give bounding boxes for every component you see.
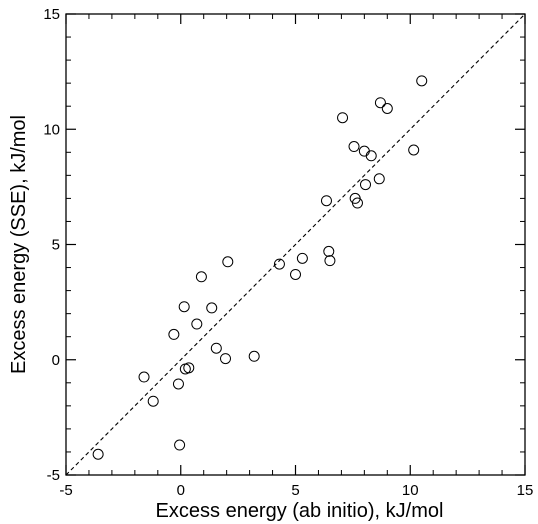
data-point	[138, 371, 150, 383]
x-tick-label: 0	[177, 482, 185, 499]
x-tick-label: 15	[517, 482, 534, 499]
data-point	[210, 342, 222, 354]
data-point	[320, 195, 332, 207]
data-point	[290, 268, 301, 280]
data-point	[172, 378, 184, 390]
data-point	[191, 318, 203, 330]
data-point	[222, 256, 234, 268]
data-point	[416, 75, 428, 87]
data-point	[365, 150, 377, 162]
x-tick-label: -5	[59, 482, 72, 499]
y-tick-label: 15	[43, 6, 60, 23]
reference-diagonal-line	[65, 13, 526, 476]
data-point	[323, 245, 335, 257]
data-point	[273, 258, 285, 270]
x-tick-label: 5	[291, 482, 299, 499]
y-tick-label: 5	[52, 237, 60, 254]
data-point	[195, 271, 207, 283]
plot-frame	[65, 13, 526, 476]
data-point	[324, 255, 336, 267]
data-point	[381, 103, 393, 115]
data-point	[359, 179, 371, 191]
data-point	[168, 328, 180, 340]
x-axis-title: Excess energy (ab initio), kJ/mol	[156, 500, 444, 522]
data-point	[373, 173, 385, 185]
data-points	[92, 75, 428, 460]
data-point	[348, 141, 360, 153]
y-tick-label: -5	[47, 467, 60, 484]
data-point	[337, 112, 349, 124]
x-tick-label: 10	[402, 482, 419, 499]
data-point	[174, 439, 186, 451]
data-point	[351, 197, 363, 209]
data-point	[358, 145, 370, 157]
data-point	[183, 362, 195, 374]
tick-labels: -5 0 5 10 15 -5 0 5 10 15	[43, 6, 533, 499]
y-tick-label: 10	[43, 121, 60, 138]
data-point	[147, 395, 159, 407]
data-point	[220, 353, 232, 365]
data-point	[206, 302, 218, 314]
data-point	[374, 97, 386, 109]
y-axis-title: Excess energy (SSE), kJ/mol	[8, 115, 30, 374]
data-point	[296, 252, 308, 264]
y-tick-label: 0	[52, 352, 60, 369]
data-point	[248, 350, 260, 362]
data-point	[408, 144, 420, 156]
data-point	[92, 448, 104, 460]
data-point	[178, 301, 190, 313]
